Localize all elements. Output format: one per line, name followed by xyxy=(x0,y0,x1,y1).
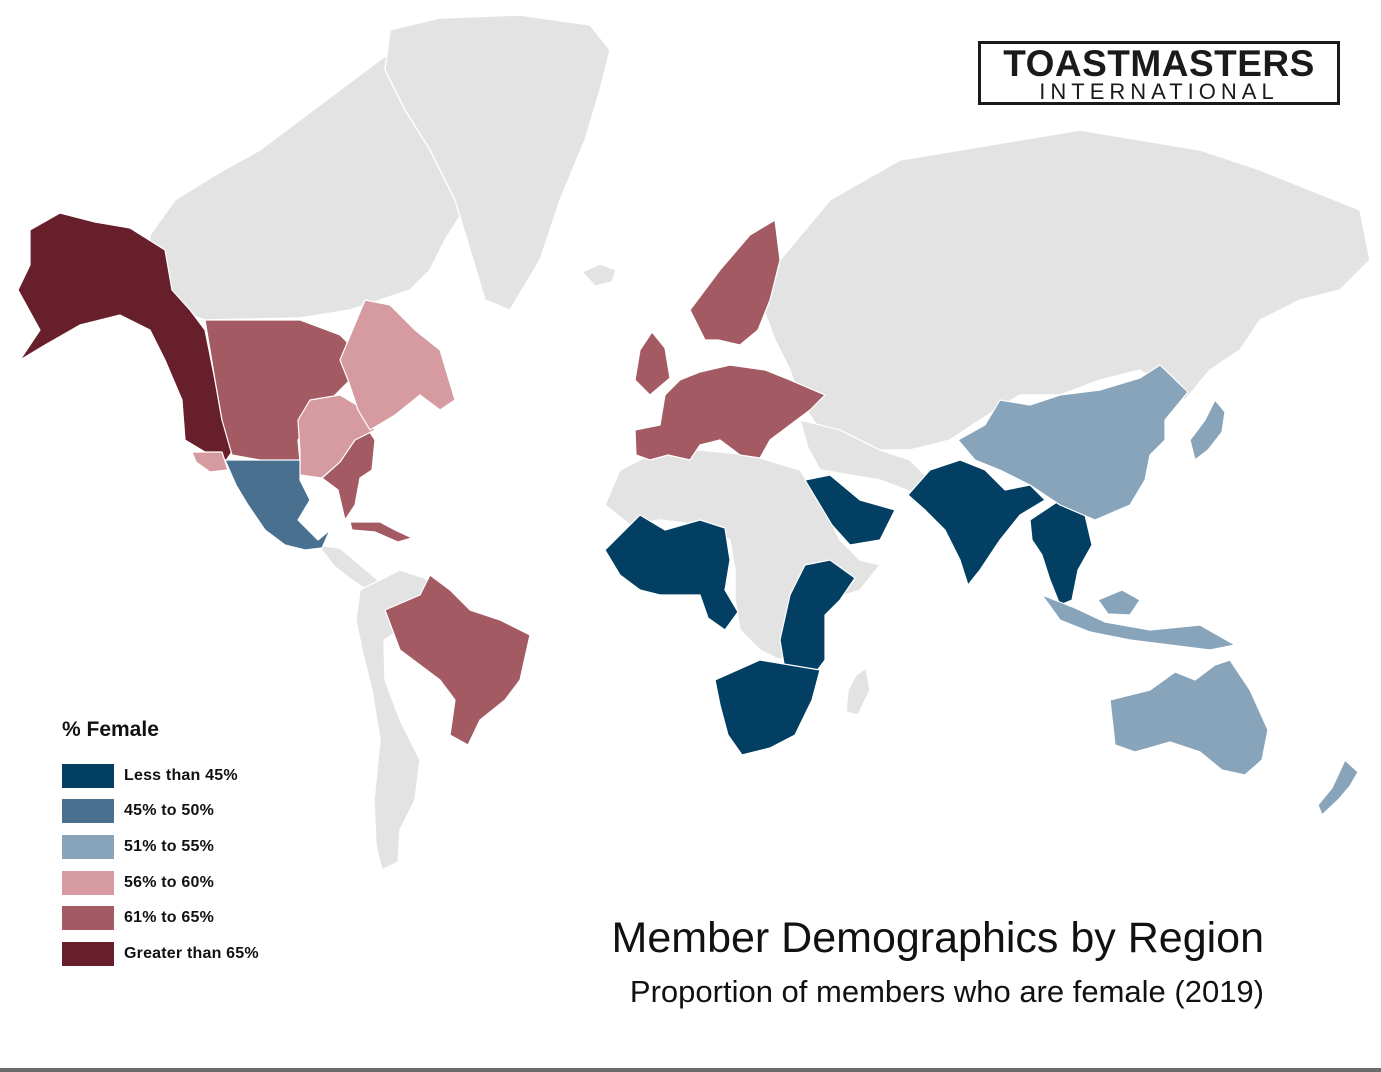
map-subtitle: Proportion of members who are female (20… xyxy=(629,974,1264,1009)
legend-title: % Female xyxy=(62,718,159,741)
region-southeast-asia xyxy=(1029,499,1093,606)
legend-label: 51% to 55% xyxy=(124,837,215,855)
legend-label: 56% to 60% xyxy=(124,873,215,891)
legend-swatch xyxy=(62,834,114,859)
legend-label: Greater than 65% xyxy=(124,944,259,962)
region-china xyxy=(957,364,1189,521)
legend-swatch xyxy=(62,870,114,895)
legend: % Female Less than 45% 45% to 50% 51% to… xyxy=(62,718,259,972)
region-australia xyxy=(1109,659,1269,776)
bottom-rule xyxy=(0,1068,1381,1072)
region-west-africa xyxy=(604,514,739,631)
legend-swatch xyxy=(62,799,114,824)
legend-item: 51% to 55% xyxy=(62,829,259,865)
legend-swatch xyxy=(62,941,114,966)
logo-line2: INTERNATIONAL xyxy=(1039,79,1279,104)
legend-swatch xyxy=(62,763,114,788)
map-title: Member Demographics by Region xyxy=(611,914,1264,962)
region-japan-korea xyxy=(1189,399,1226,461)
region-europe xyxy=(634,364,826,461)
legend-item: Greater than 65% xyxy=(62,936,259,972)
data-regions xyxy=(17,212,1359,816)
region-mexico xyxy=(224,459,331,551)
region-south-asia xyxy=(907,459,1046,586)
legend-label: 45% to 50% xyxy=(124,802,215,820)
land-madagascar xyxy=(845,667,871,716)
legend-label: Less than 45% xyxy=(124,766,238,784)
title-block: Member Demographics by Region Proportion… xyxy=(612,912,1264,1014)
legend-label: 61% to 65% xyxy=(124,909,215,927)
region-us-south-west xyxy=(191,451,229,473)
region-caribbean xyxy=(349,521,413,543)
legend-item: 45% to 50% xyxy=(62,794,259,830)
legend-item: 56% to 60% xyxy=(62,865,259,901)
legend-item: 61% to 65% xyxy=(62,900,259,936)
legend-item: Less than 45% xyxy=(62,758,259,794)
region-arabian-peninsula xyxy=(804,474,896,546)
region-southern-africa xyxy=(714,659,821,756)
logo-line1: TOASTMASTERS xyxy=(1003,43,1315,84)
region-new-zealand xyxy=(1317,759,1359,816)
region-brazil xyxy=(384,574,531,746)
region-canada-east xyxy=(339,299,456,431)
region-uk-ireland xyxy=(634,331,671,396)
region-scandinavia xyxy=(689,219,781,346)
land-iceland xyxy=(581,263,617,287)
land-greenland xyxy=(384,14,611,311)
region-east-africa xyxy=(779,559,856,681)
legend-swatch xyxy=(62,906,114,931)
toastmasters-logo: TOASTMASTERS INTERNATIONAL xyxy=(978,41,1340,105)
region-indonesia-philippines xyxy=(1041,589,1236,651)
